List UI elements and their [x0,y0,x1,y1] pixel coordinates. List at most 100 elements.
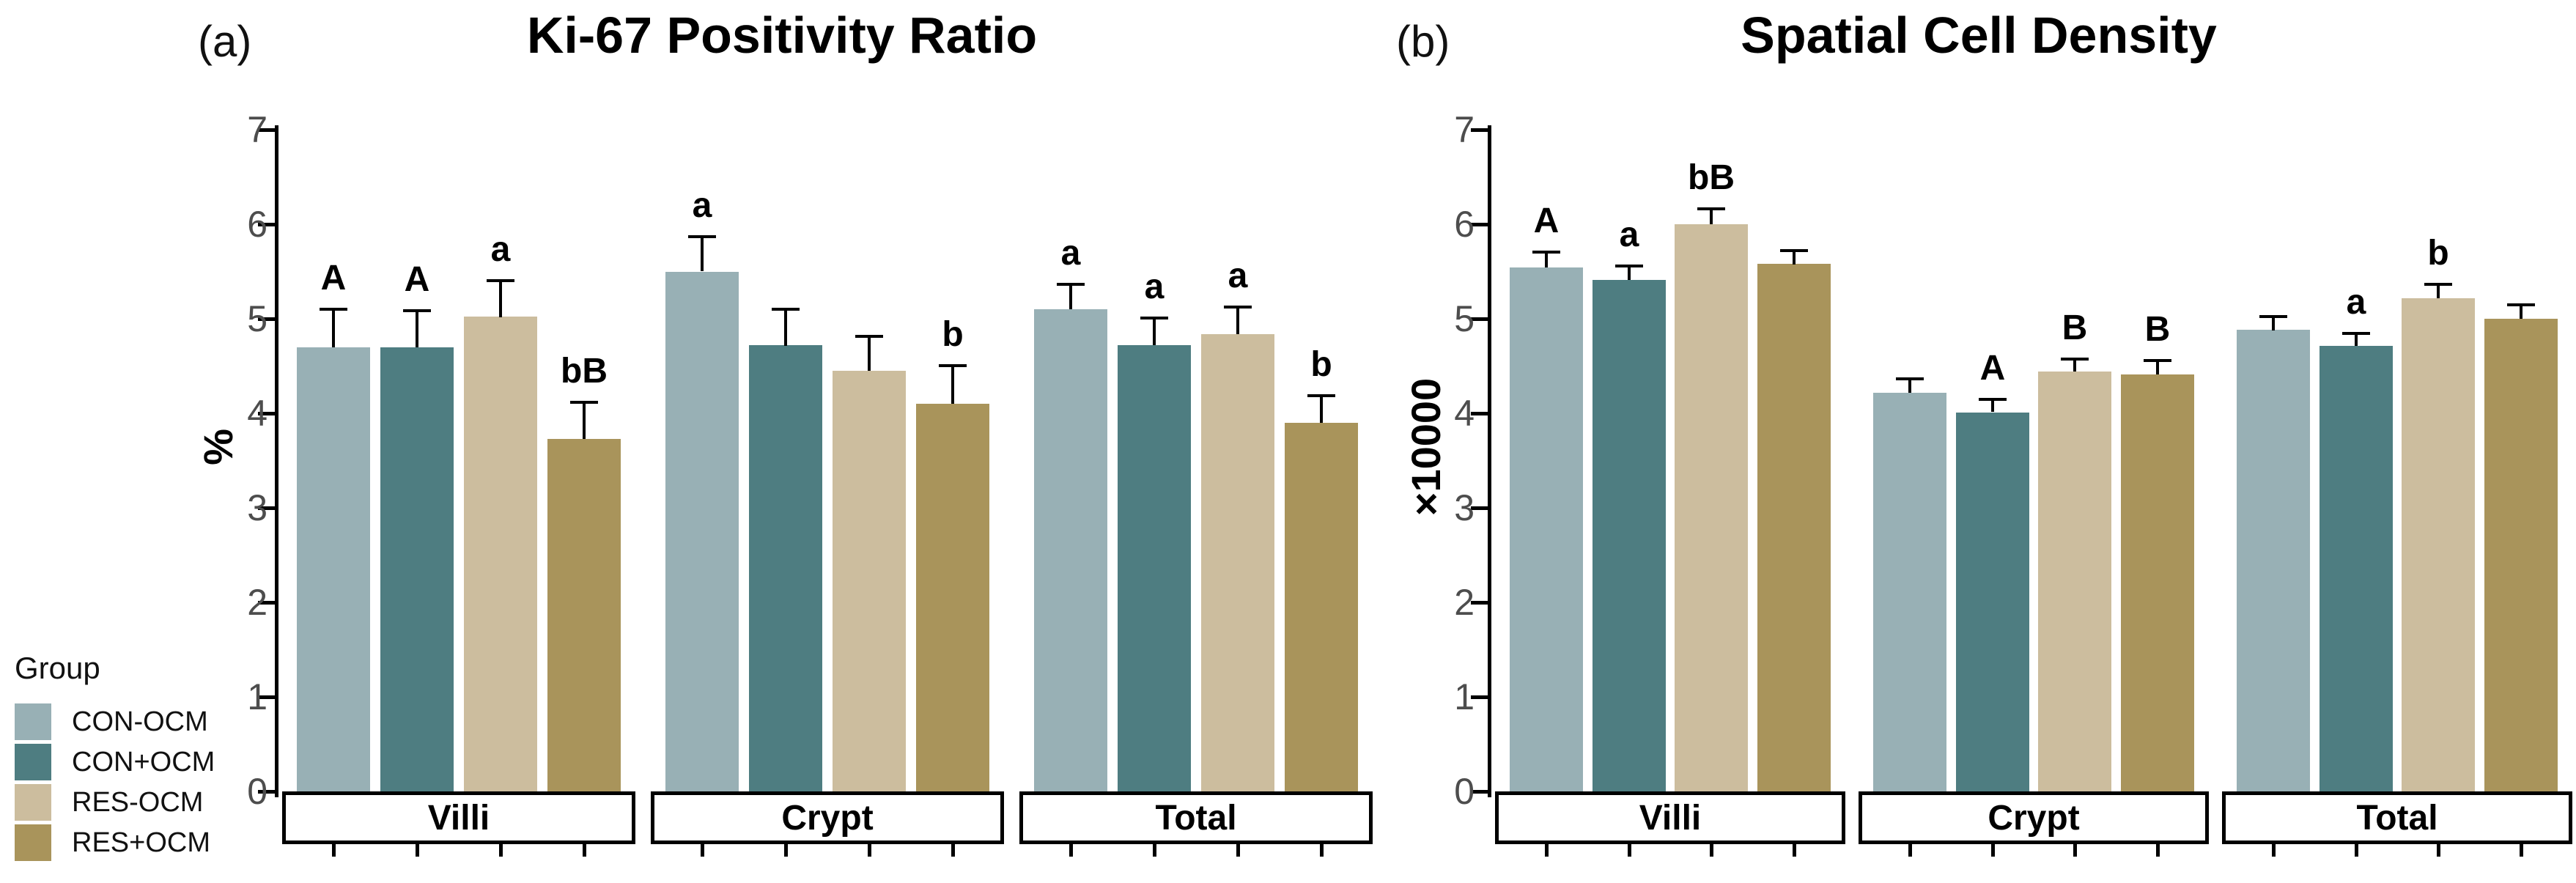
error-bar-cap [772,308,800,311]
error-bar-cap [2424,283,2452,286]
bar-CON+OCM-Crypt [749,345,822,791]
error-bar [1793,249,1796,265]
error-bar-cap [688,235,716,238]
error-bar-cap [1697,207,1725,210]
error-bar-cap [1532,251,1560,254]
error-bar-cap [2259,315,2287,318]
category-label: Crypt [1988,798,2080,838]
error-bar [1069,283,1072,309]
y-tick-label: 0 [247,771,267,812]
significance-letter: a [1144,267,1165,306]
legend-items: CON-OCM CON+OCM RES-OCM RES+OCM [15,703,286,861]
y-tick-label: 6 [1454,204,1475,245]
significance-letter: bB [561,352,608,391]
legend-item: RES+OCM [15,824,286,861]
bar-CON-OCM-Crypt [1873,393,1946,791]
significance-letter: b [942,315,964,354]
x-tick-mark [1908,844,1912,857]
legend-swatch [15,784,51,821]
y-tick-mark [1471,412,1491,415]
bar-CON+OCM-Total [1118,345,1191,791]
category-box-Villi: Villi [282,791,635,844]
significance-letter: A [404,260,430,299]
y-tick-label: 4 [1454,393,1475,434]
error-bar-cap [939,364,967,367]
y-tick-mark [1471,317,1491,321]
bar-CON-OCM-Villi [297,347,370,791]
x-tick-mark [1069,844,1073,857]
error-bar-cap [2144,359,2171,362]
y-axis-line [1488,125,1491,797]
error-bar-cap [1979,398,2007,401]
bar-RES+OCM-Total [2484,319,2558,791]
error-bar [1908,377,1911,393]
error-bar-cap [2507,303,2535,306]
bar-RES+OCM-Crypt [2121,374,2194,791]
error-bar [784,308,787,346]
y-tick-mark [1471,695,1491,699]
bar-RES-OCM-Crypt [833,371,906,791]
y-tick-mark [258,128,278,132]
error-bar-cap [2061,358,2089,361]
bar-RES+OCM-Total [1285,423,1358,791]
x-tick-mark [1628,844,1631,857]
category-label: Crypt [781,798,874,838]
legend-title: Group [15,651,100,685]
error-bar [951,364,954,404]
significance-letter: B [2144,310,2171,349]
y-tick-mark [258,317,278,321]
x-tick-mark [1236,844,1240,857]
error-bar [2272,315,2275,330]
category-box-Total: Total [1019,791,1373,844]
y-tick-label: 2 [1454,582,1475,623]
significance-letter: b [1310,345,1332,384]
significance-letter: a [2346,283,2366,322]
y-tick-label: 7 [1454,109,1475,150]
legend-item: RES-OCM [15,784,286,821]
y-tick-label: 3 [247,487,267,528]
x-tick-mark [1793,844,1796,857]
error-bar [499,279,502,317]
chart-title: Spatial Cell Density [1741,7,2217,64]
x-tick-mark [1153,844,1156,857]
y-tick-label: 5 [1454,298,1475,339]
significance-letter: A [320,259,347,298]
significance-letter: a [1060,234,1081,273]
category-label: Total [2356,798,2438,838]
bar-RES+OCM-Villi [547,439,621,791]
significance-letter: bB [1688,158,1735,197]
error-bar [2156,359,2159,374]
y-tick-label: 7 [247,109,267,150]
error-bar [1545,251,1548,267]
x-tick-mark [2437,844,2440,857]
y-tick-label: 4 [247,393,267,434]
bar-CON-OCM-Villi [1510,267,1583,791]
x-tick-mark [416,844,419,857]
y-axis-label: ×10000 [1403,377,1449,517]
error-bar [332,308,335,347]
x-tick-mark [2355,844,2358,857]
y-tick-label: 2 [247,582,267,623]
y-tick-label: 1 [247,676,267,717]
y-tick-mark [258,506,278,510]
error-bar [1236,306,1239,334]
legend-item: CON-OCM [15,703,286,740]
significance-letter: a [1228,256,1248,295]
y-axis-label: % [195,429,241,465]
error-bar-cap [1615,265,1643,267]
y-tick-mark [258,223,278,226]
y-tick-label: 0 [1454,771,1475,812]
significance-letter: A [1979,349,2006,388]
legend-item-label: CON+OCM [72,746,215,777]
legend: Group CON-OCM CON+OCM RES-OCM RES+OCM [15,651,286,865]
category-box-Crypt: Crypt [1859,791,2209,844]
legend-swatch [15,703,51,740]
legend-item-label: RES+OCM [72,827,210,858]
y-tick-mark [1471,506,1491,510]
y-tick-label: 5 [247,298,267,339]
category-label: Total [1155,798,1237,838]
category-box-Villi: Villi [1495,791,1845,844]
error-bar-cap [487,279,514,282]
error-bar [701,235,704,271]
